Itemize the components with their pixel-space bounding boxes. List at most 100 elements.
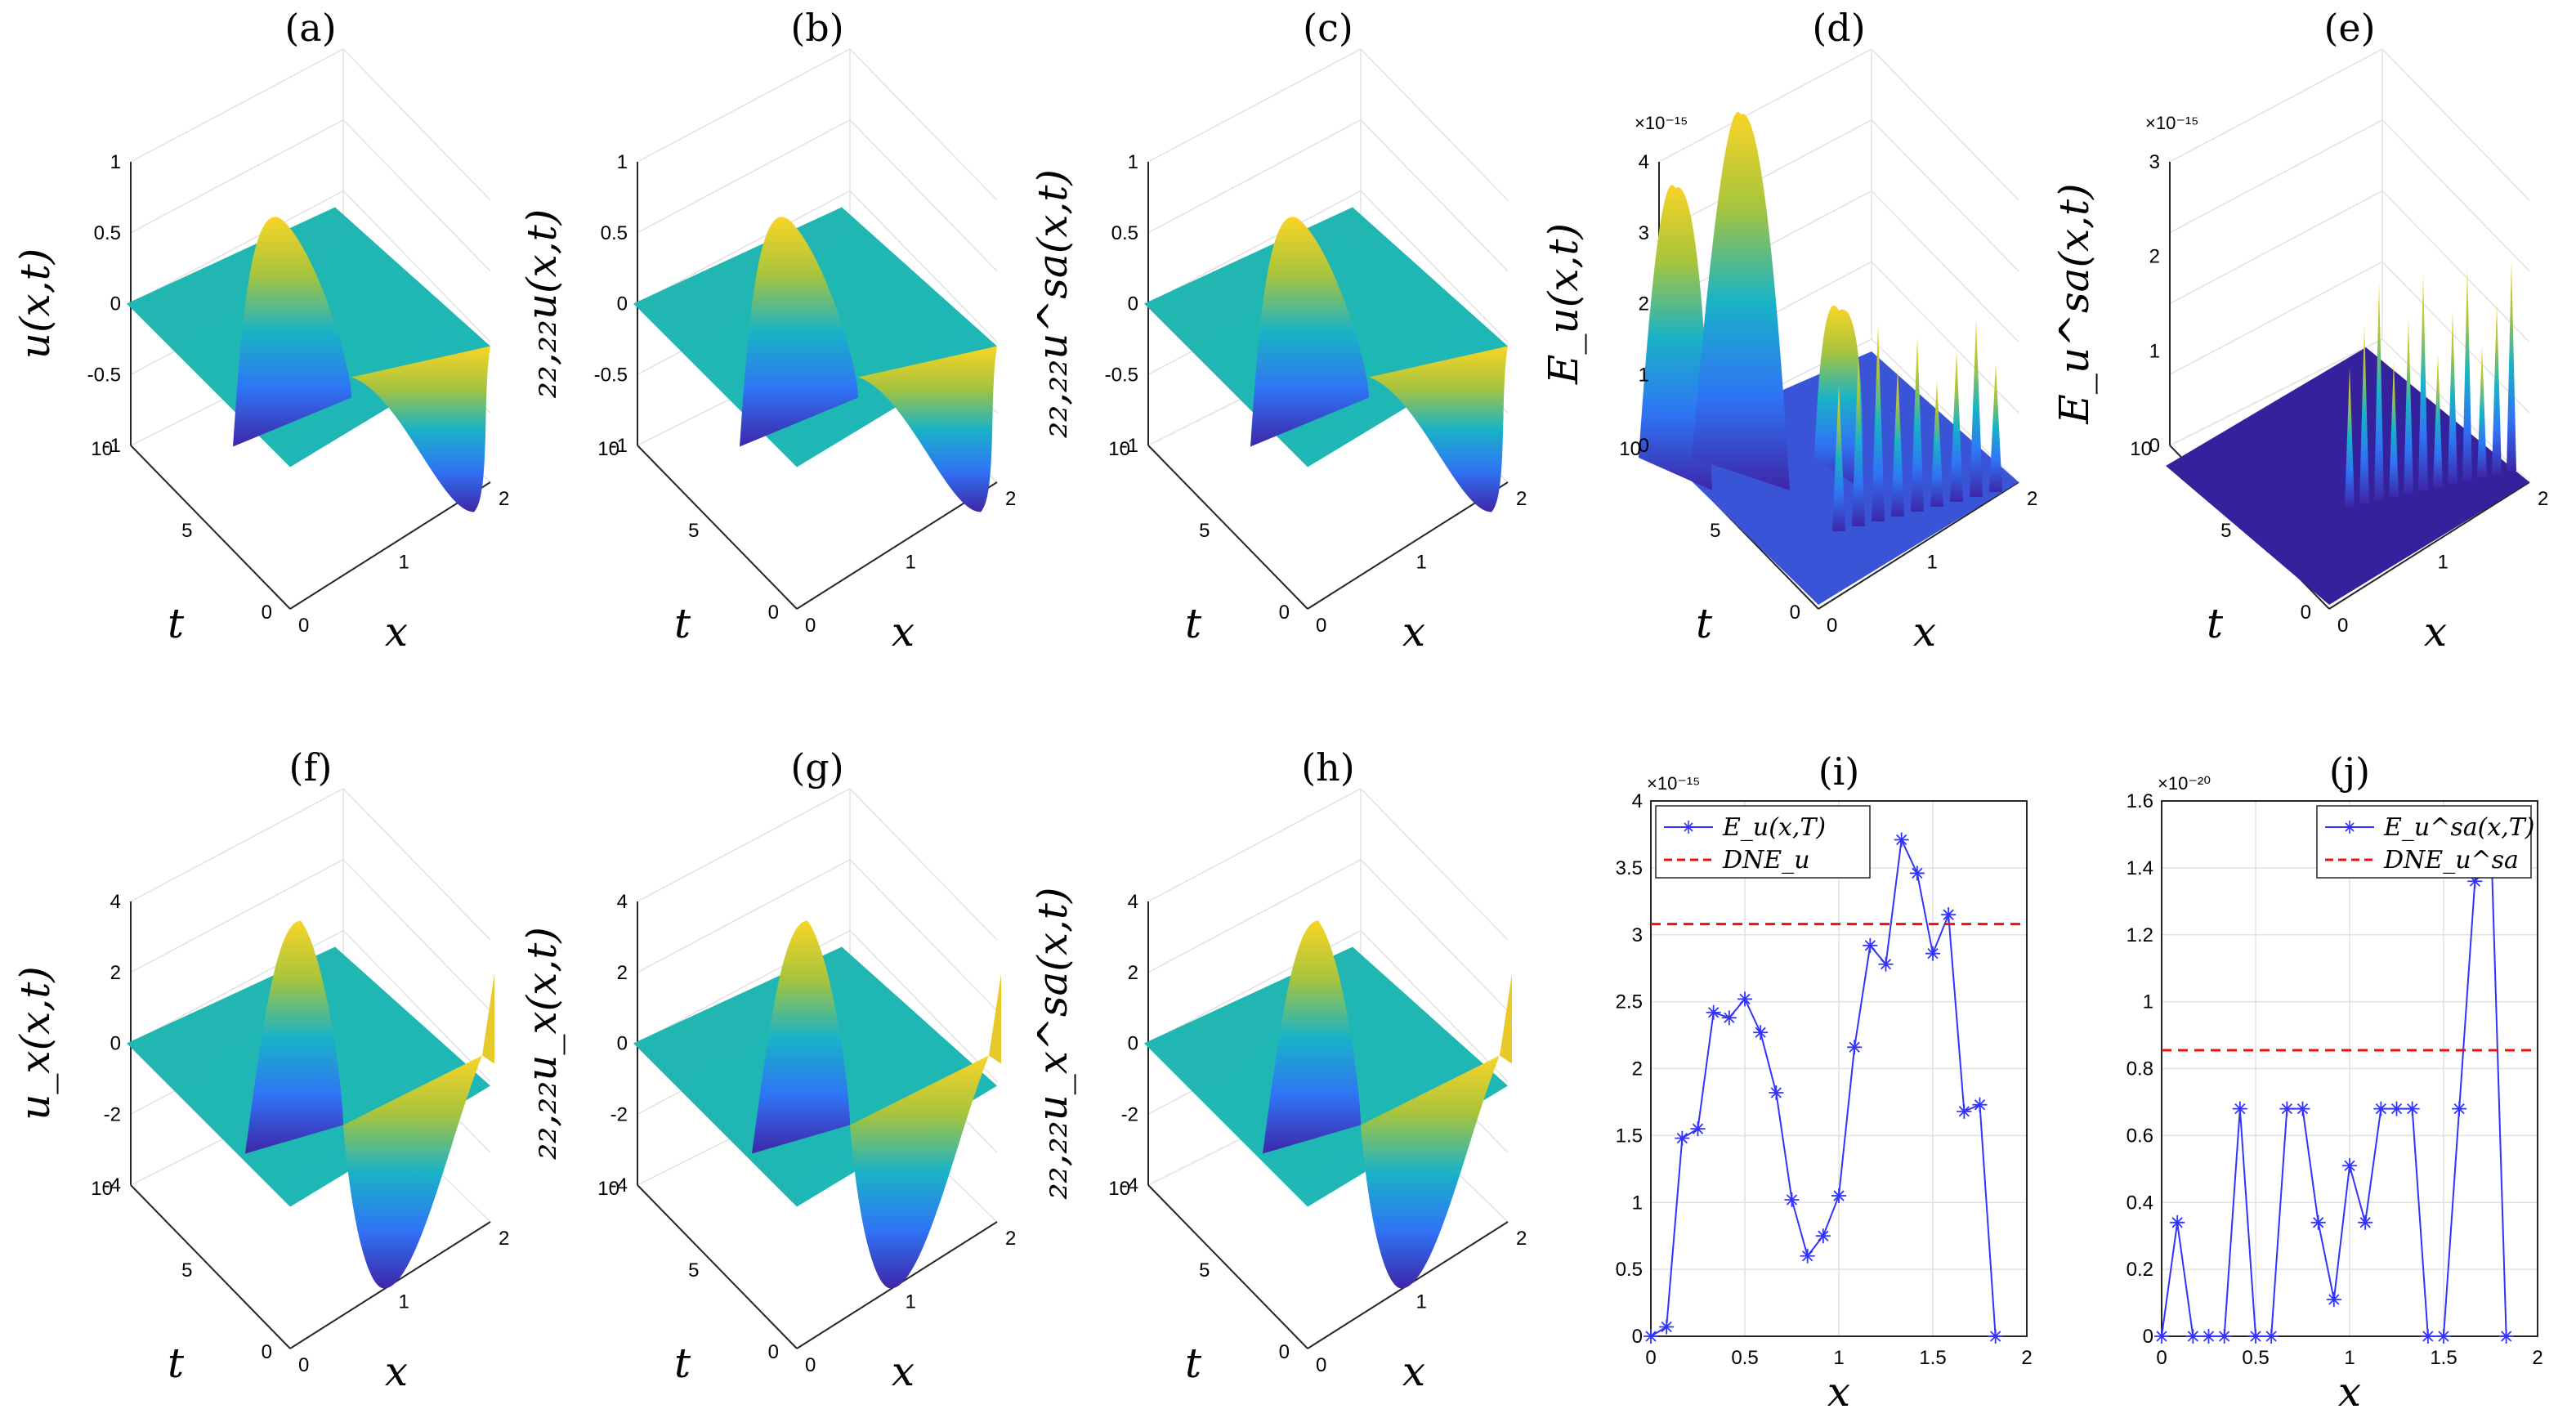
grid-line [637,119,851,234]
surface-spike [2418,274,2428,490]
t-tick-label: 0 [262,1341,272,1363]
star-marker [2313,1217,2324,1228]
panel-label: (j) [2329,749,2370,794]
data-point [2170,1215,2185,1230]
x-tick-label: 2 [499,488,509,510]
x-axis-title: x [385,1348,408,1395]
panel-label: (b) [790,6,843,50]
star-marker [1770,1087,1782,1098]
star-marker [2422,1331,2434,1342]
star-marker [2156,1331,2167,1342]
t-tick-label: 5 [1710,520,1720,542]
grid-line [1147,119,1362,234]
y-scale-factor: ×10⁻¹⁵ [1647,773,1700,794]
x-tick-label: 1 [1927,552,1938,574]
surface-spike [2345,368,2355,507]
star-marker [2390,1103,2403,1115]
star-marker [1645,1331,1657,1342]
t-tick-label: 5 [181,520,192,542]
data-point [2216,1329,2232,1344]
star-marker [2171,1217,2183,1228]
x-tick-label: 2 [1005,488,1016,510]
x-tick-label: 0 [2337,615,2348,637]
axis-line [130,1184,291,1349]
z-tick-label: -4 [104,1174,121,1197]
surface-trough [1369,346,1508,512]
surface-peak [740,217,858,447]
error-line [2161,824,2507,1337]
surface-edge-peak [482,973,494,1064]
x-tick-label: 2 [2021,1347,2032,1369]
star-marker [1880,959,1892,970]
star-marker [2453,1103,2465,1115]
panel-g: 4 2 0 -2 -410 5 0 0 1 2 (g) x t ₂₂,₂₂u_x(x,t) [518,745,1016,1395]
data-point [2358,1215,2373,1230]
data-point [1737,991,1752,1007]
star-marker [1958,1106,1970,1117]
x-tick-label: 0 [298,1354,309,1376]
x-tick-label: 1 [399,552,409,574]
grid-line [130,48,344,163]
z-tick-label: 0 [1128,293,1138,315]
surface-peak [1250,217,1369,447]
z-tick-label: 3 [2149,151,2160,173]
axis-line [1147,1184,1308,1349]
surface-ridge [1639,185,1712,490]
t-axis-title: t [168,600,185,647]
t-tick-label: 5 [181,1259,192,1282]
star-marker [2345,822,2355,832]
x-axis-title: x [2338,1368,2361,1416]
data-point [2436,1329,2451,1344]
data-point [1909,866,1925,881]
z-scale-factor: ×10⁻¹⁵ [1635,113,1688,133]
z-tick-label: -2 [104,1103,121,1125]
x-axis-title: x [1913,608,1936,655]
t-tick-label: 5 [688,1259,699,1282]
surface-ridge [1692,111,1790,490]
x-axis-title: x [385,608,408,655]
z-axis-title: E_u(x,t) [1540,223,1587,385]
z-tick-label: 3 [1639,222,1649,244]
panel-label: (i) [1818,749,1860,794]
z-tick-label: -4 [610,1174,628,1197]
grid-line [130,788,344,902]
panel-b: 1 0.5 0 -0.5 -110 5 0 0 1 2 (b) x t ₂₂,₂₂u(x,t) [518,6,1016,655]
z-tick-label: 0 [1128,1033,1138,1055]
x-tick-label: 0 [1827,615,1837,637]
legend-box [1655,805,1871,879]
t-axis-title: t [674,1340,691,1387]
z-tick-label: 0 [110,293,121,315]
axis-line [796,481,998,610]
grid-line [1360,929,1509,1083]
surface-spike [1950,350,1963,502]
t-axis-title: t [1185,600,1202,647]
y-tick-label: 2 [1632,1058,1643,1080]
grid-line [2169,338,2383,446]
data-point [1675,1130,1690,1146]
x-axis-title: x [892,1348,915,1395]
data-point [2420,1329,2435,1344]
x-tick-label: 0 [805,1354,816,1376]
surface-spike [1930,380,1943,507]
z-tick-label: 2 [2149,246,2160,268]
z-axis-title: u(x,t) [11,248,59,359]
surface-spike [2507,259,2516,471]
z-tick-label: 2 [110,962,121,984]
data-point [1847,1040,1863,1055]
star-marker [1708,1007,1720,1018]
data-point [1815,1228,1831,1244]
grid-line [1360,788,1509,941]
grid-line [130,119,344,234]
t-axis-title: t [1185,1340,1202,1387]
star-marker [1724,1012,1735,1023]
z-tick-label: -0.5 [87,364,121,386]
t-tick-label: 10 [91,1178,113,1200]
x-tick-label: 2 [2027,488,2037,510]
z-tick-label: 1 [1128,151,1138,173]
panel-a: 1 0.5 0 -0.5 -110 5 0 0 1 2 (a) x t u(x,t) [11,6,509,655]
z-tick-label: 1 [1639,364,1649,386]
t-tick-label: 0 [768,1341,779,1363]
grid-line [2169,190,2383,305]
grid-line [1871,190,2019,343]
legend-label: DNE_u^sa [2383,846,2519,875]
